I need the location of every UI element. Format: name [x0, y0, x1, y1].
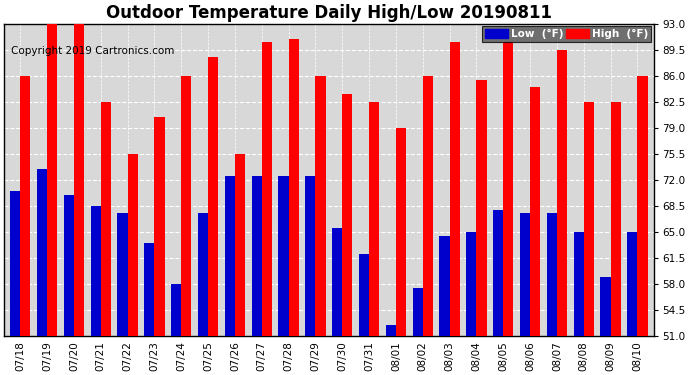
Bar — [225, 176, 235, 336]
Bar — [466, 232, 477, 336]
Bar — [37, 169, 47, 336]
Bar — [128, 154, 138, 336]
Title: Outdoor Temperature Daily High/Low 20190811: Outdoor Temperature Daily High/Low 20190… — [106, 4, 552, 22]
Bar — [584, 102, 594, 336]
Bar — [305, 176, 315, 336]
Bar — [101, 102, 111, 336]
Bar — [20, 76, 30, 336]
Bar — [208, 57, 218, 336]
Bar — [155, 117, 165, 336]
Bar — [315, 76, 326, 336]
Bar — [144, 243, 155, 336]
Bar — [117, 213, 128, 336]
Bar — [63, 195, 74, 336]
Bar — [600, 277, 611, 336]
Bar — [557, 50, 567, 336]
Bar — [74, 24, 84, 336]
Bar — [386, 325, 396, 336]
Bar — [627, 232, 638, 336]
Bar — [278, 176, 288, 336]
Bar — [413, 288, 423, 336]
Legend: Low  (°F), High  (°F): Low (°F), High (°F) — [482, 26, 651, 42]
Bar — [288, 39, 299, 336]
Bar — [10, 191, 20, 336]
Text: Copyright 2019 Cartronics.com: Copyright 2019 Cartronics.com — [10, 46, 174, 56]
Bar — [423, 76, 433, 336]
Bar — [252, 176, 262, 336]
Bar — [638, 76, 648, 336]
Bar — [198, 213, 208, 336]
Bar — [611, 102, 621, 336]
Bar — [450, 42, 460, 336]
Bar — [520, 213, 530, 336]
Bar — [262, 42, 272, 336]
Bar — [396, 128, 406, 336]
Bar — [332, 228, 342, 336]
Bar — [181, 76, 191, 336]
Bar — [90, 206, 101, 336]
Bar — [369, 102, 380, 336]
Bar — [530, 87, 540, 336]
Bar — [573, 232, 584, 336]
Bar — [546, 213, 557, 336]
Bar — [359, 254, 369, 336]
Bar — [171, 284, 181, 336]
Bar — [493, 210, 503, 336]
Bar — [47, 24, 57, 336]
Bar — [503, 42, 513, 336]
Bar — [235, 154, 245, 336]
Bar — [477, 80, 486, 336]
Bar — [342, 94, 353, 336]
Bar — [440, 236, 450, 336]
